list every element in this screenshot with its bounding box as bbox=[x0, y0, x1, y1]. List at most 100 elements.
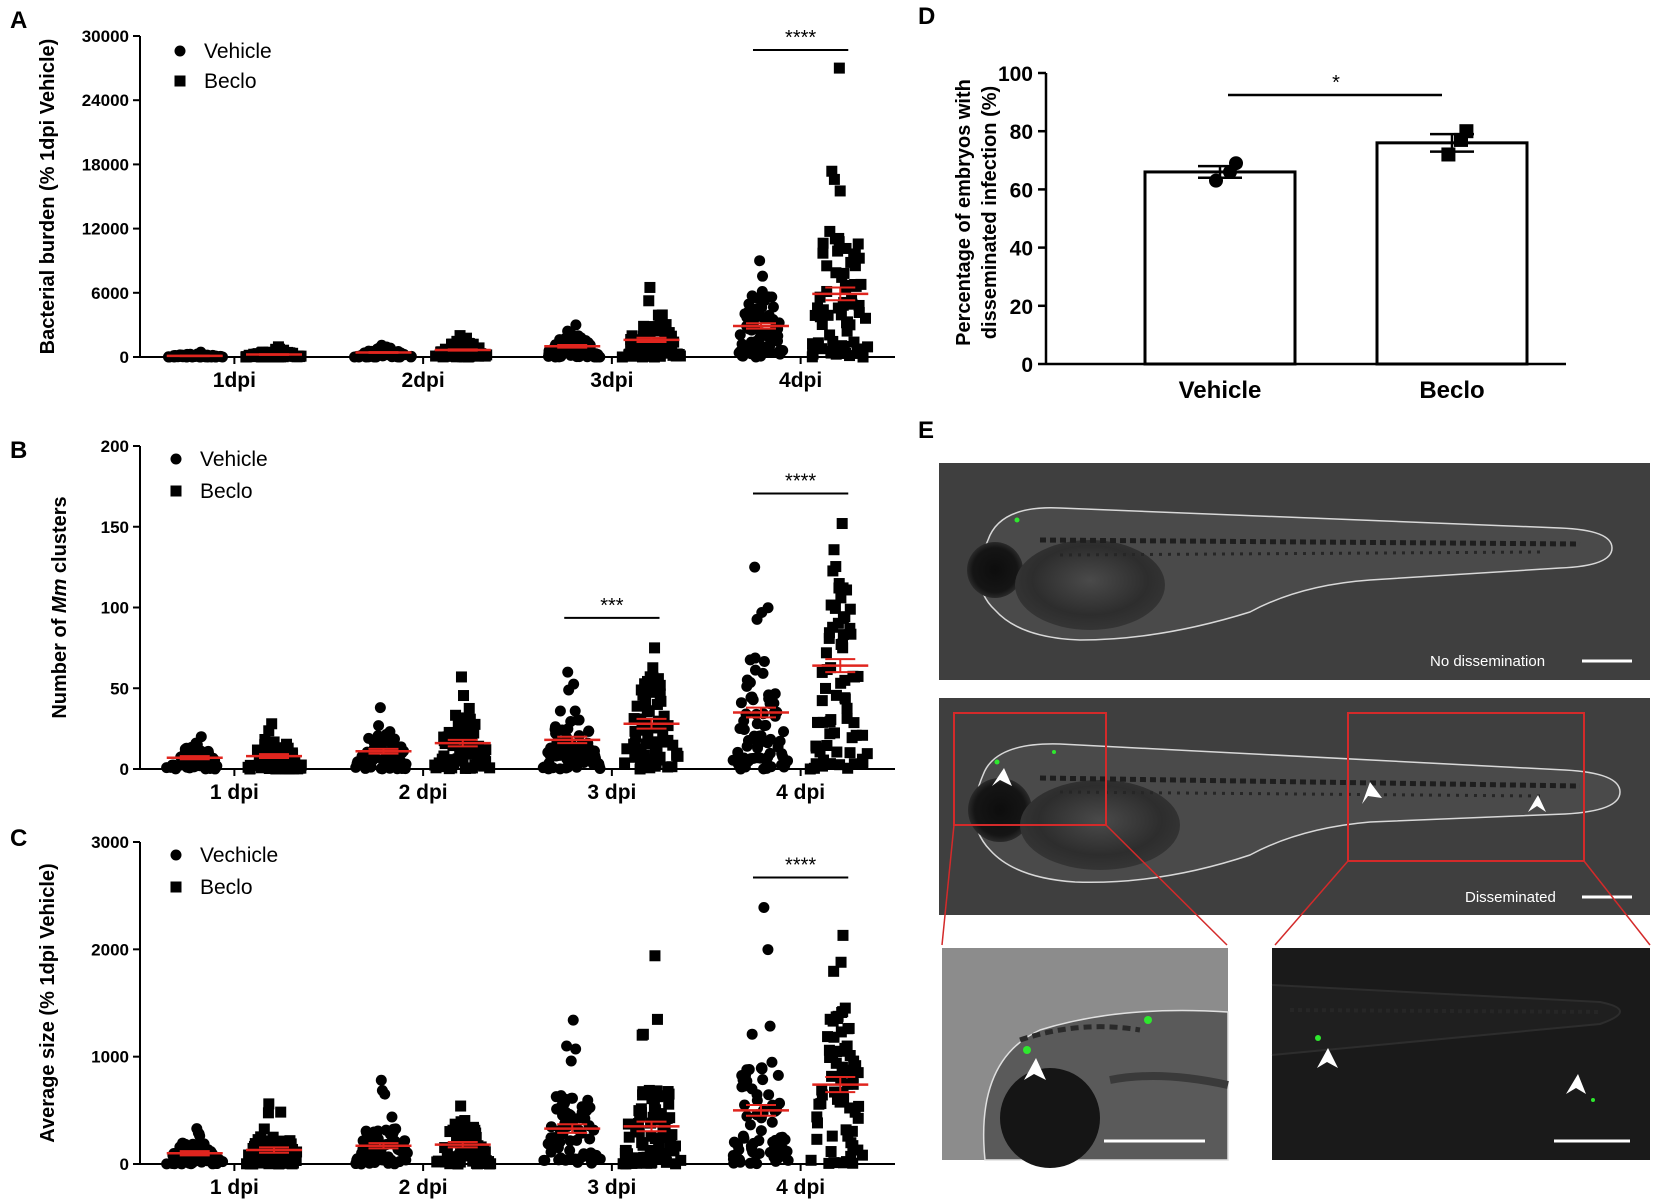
data-point bbox=[660, 1156, 672, 1168]
bacteria-spot bbox=[1315, 1035, 1321, 1041]
data-point bbox=[592, 350, 604, 362]
data-point bbox=[860, 312, 872, 324]
data-point bbox=[848, 758, 860, 770]
data-point bbox=[484, 762, 496, 774]
data-point bbox=[286, 755, 298, 767]
data-point bbox=[753, 730, 765, 742]
data-point bbox=[832, 302, 844, 314]
data-point bbox=[458, 1125, 470, 1137]
legend-marker-circle bbox=[170, 453, 182, 465]
data-point bbox=[827, 565, 839, 577]
data-point bbox=[240, 351, 252, 363]
data-point bbox=[257, 1157, 269, 1169]
data-point bbox=[769, 688, 781, 700]
legend-marker-circle bbox=[174, 45, 186, 57]
data-point bbox=[772, 1069, 784, 1081]
y-tick-label: 6000 bbox=[91, 284, 129, 303]
data-point bbox=[643, 1084, 655, 1096]
data-point bbox=[825, 1146, 837, 1158]
data-point bbox=[666, 1129, 678, 1141]
data-point bbox=[453, 347, 465, 359]
data-point bbox=[542, 350, 554, 362]
data-point bbox=[833, 582, 845, 594]
data-point bbox=[841, 1156, 853, 1168]
data-point bbox=[753, 1135, 765, 1147]
legend-label: Vehicle bbox=[204, 40, 272, 63]
data-point bbox=[474, 751, 486, 763]
data-point bbox=[657, 1131, 669, 1143]
data-point bbox=[470, 1132, 482, 1144]
data-point bbox=[399, 1144, 411, 1156]
data-point bbox=[766, 1056, 778, 1068]
data-point bbox=[669, 1140, 681, 1152]
data-point bbox=[438, 731, 450, 743]
data-point bbox=[258, 1123, 270, 1135]
data-point bbox=[762, 737, 774, 749]
zoom-image-tail bbox=[1271, 948, 1650, 1160]
data-point bbox=[454, 330, 466, 342]
data-point bbox=[744, 1157, 756, 1169]
data-point bbox=[363, 732, 375, 744]
y-tick-label: 50 bbox=[110, 679, 129, 698]
data-point bbox=[825, 599, 837, 611]
data-point bbox=[454, 1150, 466, 1162]
data-point bbox=[386, 1111, 398, 1123]
y-tick-label: 18000 bbox=[82, 155, 129, 174]
data-point bbox=[285, 1138, 297, 1150]
data-point bbox=[349, 351, 361, 363]
data-point bbox=[862, 341, 874, 353]
data-point bbox=[828, 1157, 840, 1169]
data-point bbox=[565, 1092, 577, 1104]
data-point bbox=[193, 1128, 205, 1140]
x-category-label: 2 dpi bbox=[399, 1176, 448, 1199]
bacteria-spot bbox=[1023, 1046, 1031, 1054]
data-point bbox=[809, 309, 821, 321]
data-point bbox=[547, 746, 559, 758]
data-point bbox=[634, 763, 646, 775]
data-point bbox=[462, 351, 474, 363]
data-point bbox=[399, 1135, 411, 1147]
data-point bbox=[243, 1149, 255, 1161]
data-point bbox=[576, 1106, 588, 1118]
data-point bbox=[553, 1154, 565, 1166]
data-point bbox=[633, 1105, 645, 1117]
data-point bbox=[833, 236, 845, 248]
data-point bbox=[270, 1139, 282, 1151]
data-point bbox=[279, 742, 291, 754]
data-point bbox=[774, 735, 786, 747]
data-point bbox=[757, 667, 769, 679]
bacteria-spot bbox=[994, 759, 1000, 765]
data-point bbox=[594, 1153, 606, 1165]
data-point bbox=[644, 350, 656, 362]
data-point bbox=[268, 1150, 280, 1162]
data-point bbox=[742, 306, 754, 318]
bacteria-spot bbox=[1052, 750, 1056, 754]
data-point bbox=[850, 729, 862, 741]
data-point bbox=[841, 325, 853, 337]
data-point bbox=[668, 349, 680, 361]
data-point bbox=[816, 695, 828, 707]
data-point bbox=[207, 1158, 219, 1170]
data-point bbox=[636, 724, 648, 736]
image-label-disseminated: Disseminated bbox=[1465, 889, 1556, 906]
data-point bbox=[766, 1116, 778, 1128]
panel-letter-a: A bbox=[10, 7, 27, 34]
data-point bbox=[247, 1158, 259, 1170]
data-point bbox=[262, 1107, 274, 1119]
data-point bbox=[658, 710, 670, 722]
arrowhead-icon bbox=[1566, 1074, 1586, 1094]
data-point bbox=[583, 725, 595, 737]
y-tick-label: 40 bbox=[1010, 238, 1033, 261]
data-point bbox=[828, 965, 840, 977]
data-point bbox=[749, 652, 761, 664]
data-point bbox=[810, 758, 822, 770]
data-point bbox=[758, 655, 770, 667]
data-point bbox=[839, 1042, 851, 1054]
data-point bbox=[828, 173, 840, 185]
data-point bbox=[846, 298, 858, 310]
data-point bbox=[252, 1138, 264, 1150]
data-point bbox=[562, 1117, 574, 1129]
y-tick-label: 0 bbox=[1021, 354, 1033, 377]
data-point bbox=[837, 929, 849, 941]
data-point bbox=[262, 757, 274, 769]
